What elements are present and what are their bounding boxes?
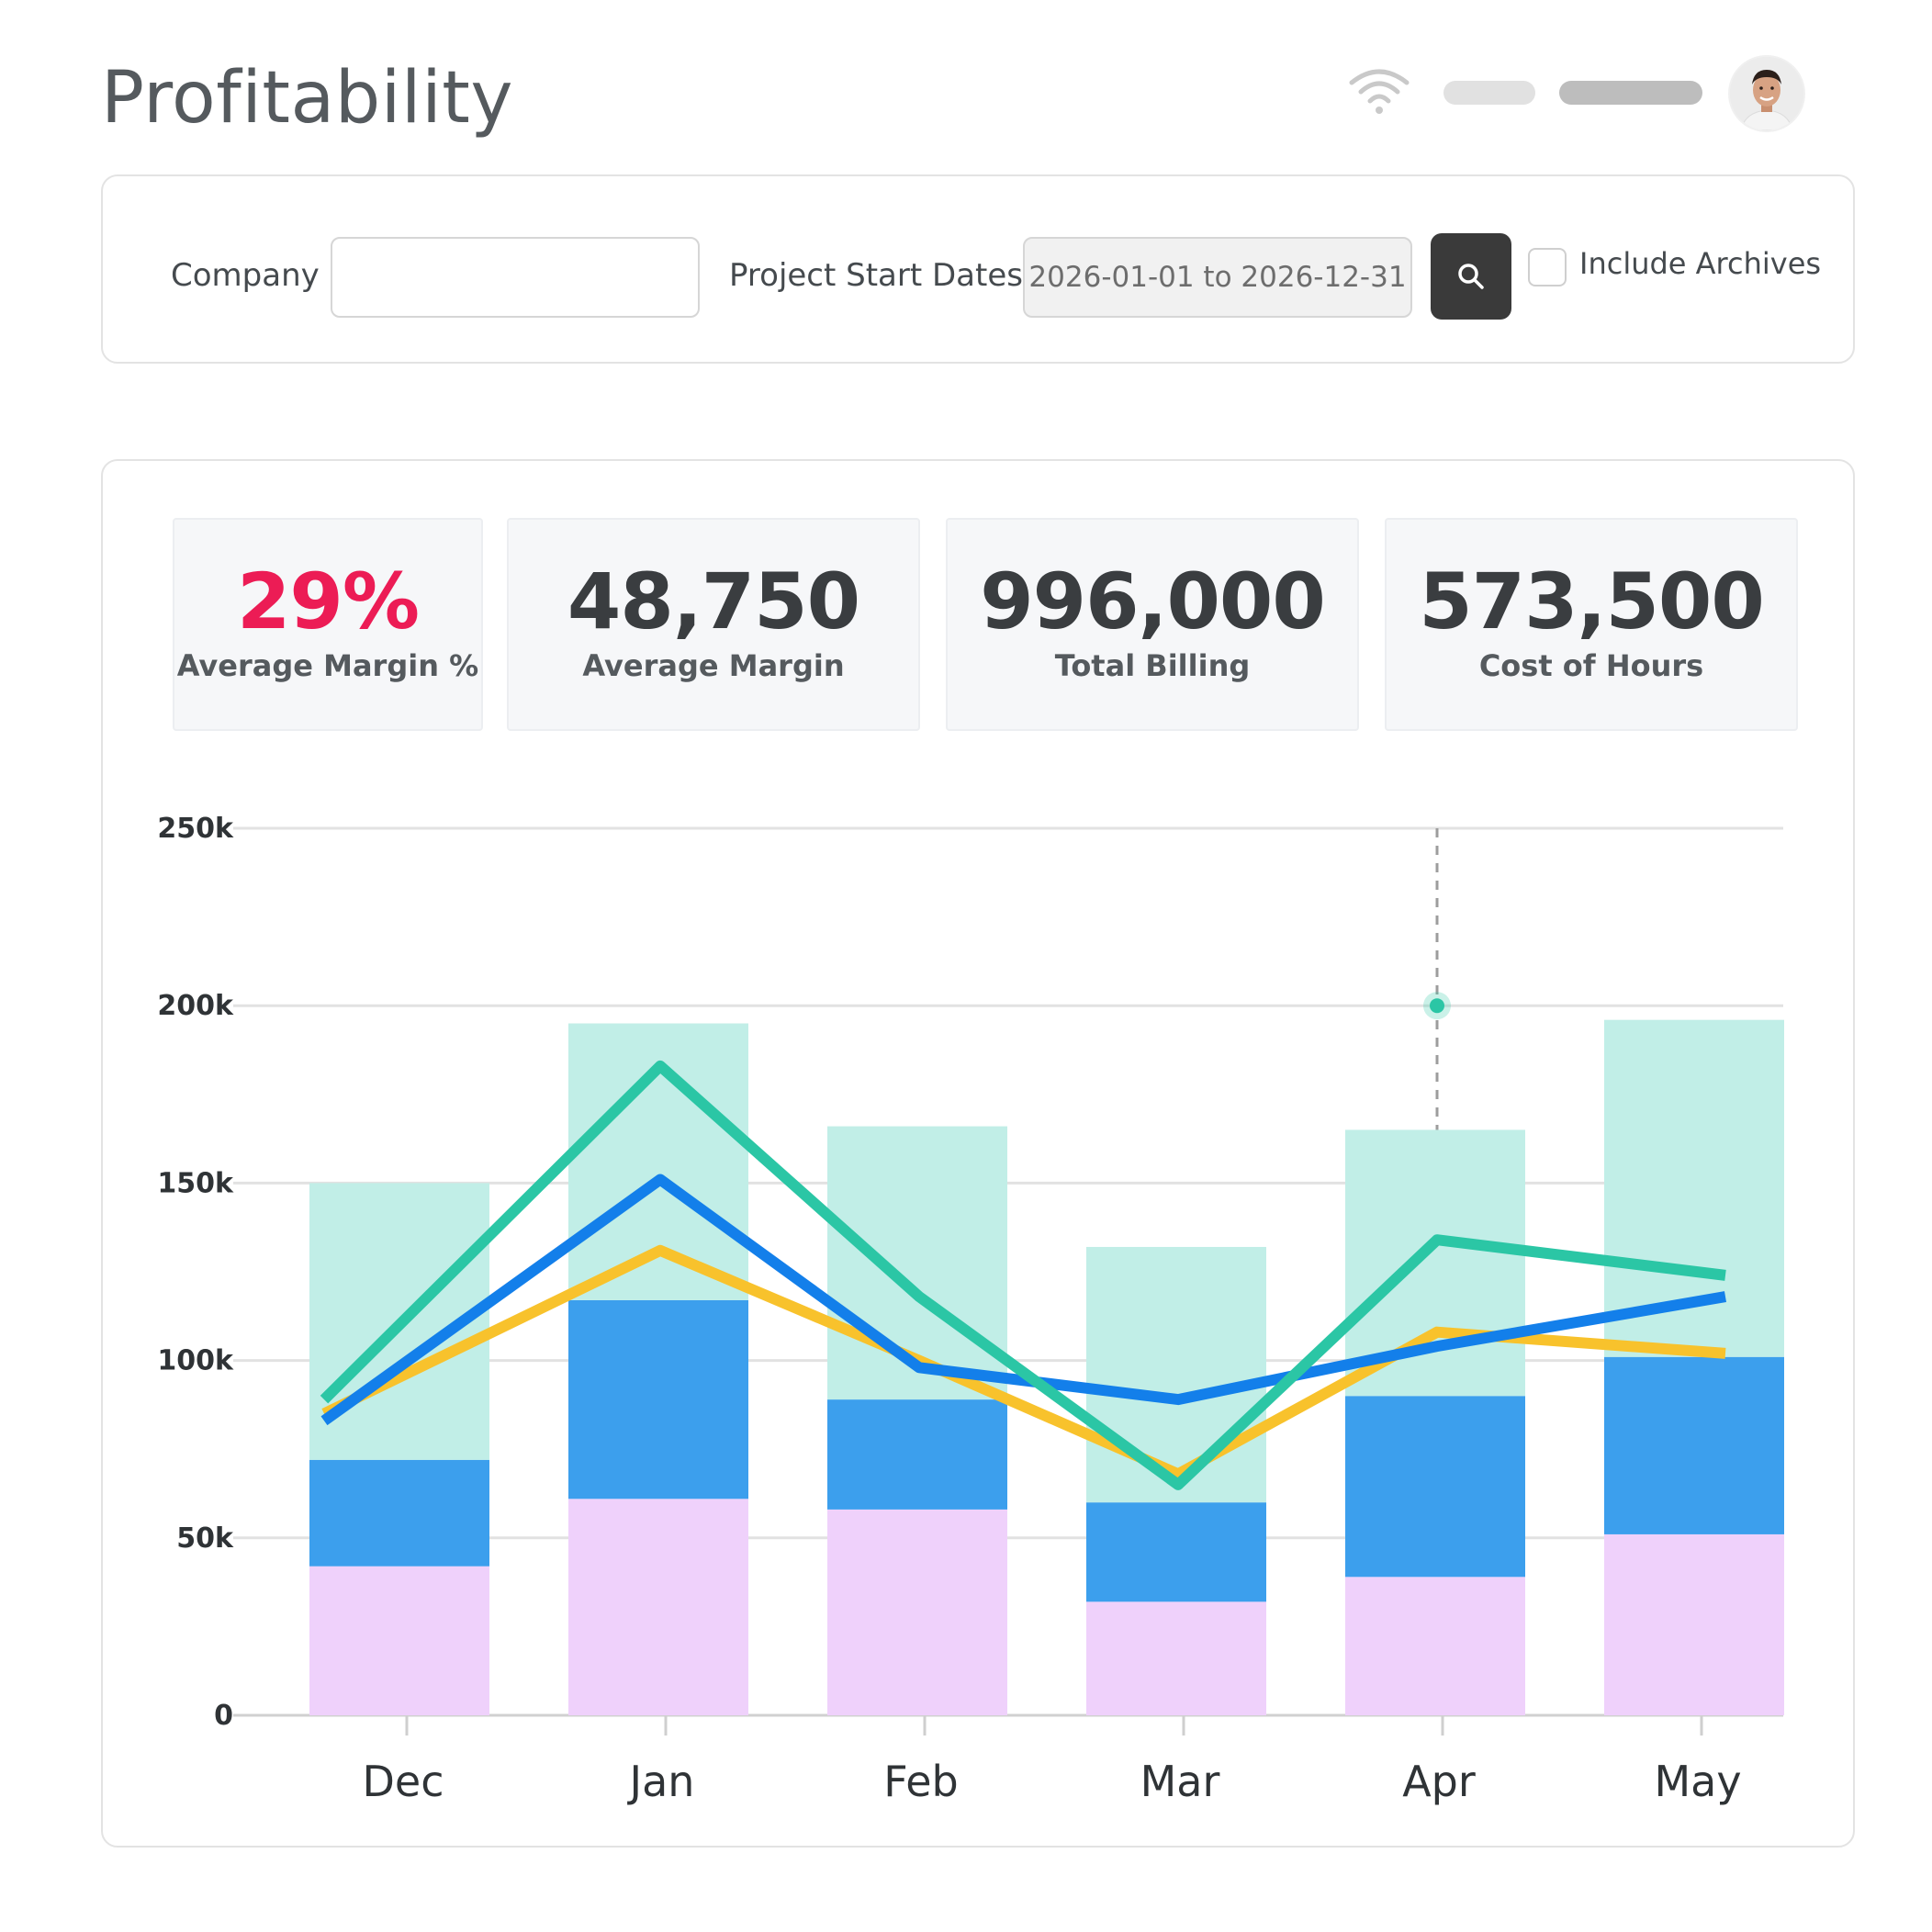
kpi-value: 996,000 xyxy=(980,556,1326,646)
x-category-label: Apr xyxy=(1402,1757,1476,1806)
y-tick-label: 50k xyxy=(176,1522,234,1555)
x-category-label: Feb xyxy=(883,1757,958,1806)
filter-panel: Company Project Start Dates 2026-01-01 t… xyxy=(101,174,1855,364)
kpi-label: Average Margin % xyxy=(176,648,479,683)
kpi-label: Total Billing xyxy=(1054,648,1251,683)
bar-segment xyxy=(827,1399,1007,1510)
search-button[interactable] xyxy=(1431,233,1511,320)
kpi-value: 29% xyxy=(236,556,420,646)
bar-segment xyxy=(1604,1356,1784,1534)
bar-segment xyxy=(309,1566,489,1715)
company-label: Company xyxy=(171,257,320,294)
project-start-dates-label: Project Start Dates xyxy=(729,257,1023,294)
top-toolbar xyxy=(1346,51,1860,134)
kpi-average-margin: 48,750 Average Margin xyxy=(507,518,920,731)
hover-marker-point xyxy=(1430,998,1444,1014)
date-range-input[interactable]: 2026-01-01 to 2026-12-31 xyxy=(1023,237,1412,318)
bar-segment xyxy=(1604,1533,1784,1715)
user-avatar-icon xyxy=(1730,57,1803,130)
bar-segment xyxy=(568,1299,748,1500)
x-category-label: Jan xyxy=(627,1757,695,1806)
avatar[interactable] xyxy=(1728,55,1805,132)
kpi-label: Cost of Hours xyxy=(1478,648,1704,683)
kpi-total-billing: 996,000 Total Billing xyxy=(946,518,1359,731)
bar-segment xyxy=(1086,1502,1266,1602)
bar-segment xyxy=(568,1499,748,1715)
x-category-label: Dec xyxy=(362,1757,444,1806)
bar-segment xyxy=(309,1459,489,1567)
line-series xyxy=(320,1060,1726,1490)
bar-segment xyxy=(1086,1246,1266,1503)
y-tick-label: 150k xyxy=(157,1167,234,1199)
x-category-label: Mar xyxy=(1140,1757,1220,1806)
page-title: Profitability xyxy=(101,57,514,140)
y-tick-label: 200k xyxy=(157,990,234,1022)
kpi-average-margin-percent: 29% Average Margin % xyxy=(173,518,483,731)
bar-segment xyxy=(1345,1577,1525,1715)
status-pill-long xyxy=(1559,81,1702,105)
bar-segment xyxy=(1086,1601,1266,1715)
kpi-cost-of-hours: 573,500 Cost of Hours xyxy=(1385,518,1798,731)
status-pill xyxy=(1443,81,1535,105)
y-tick-label: 250k xyxy=(157,813,234,845)
include-archives-label: Include Archives xyxy=(1579,246,1822,281)
kpi-value: 48,750 xyxy=(567,556,860,646)
bar-segment xyxy=(827,1509,1007,1715)
bar-segment xyxy=(1345,1396,1525,1578)
line-series xyxy=(320,1174,1727,1426)
wifi-icon xyxy=(1349,69,1410,114)
profitability-chart: 0 50k 100k 150k 200k 250k Dec Jan Feb Mar Apr May xyxy=(157,813,1784,1806)
company-input[interactable] xyxy=(331,237,700,318)
x-category-label: May xyxy=(1654,1757,1741,1806)
kpi-label: Average Margin xyxy=(582,648,845,683)
y-tick-label: 100k xyxy=(157,1345,234,1377)
profitability-panel: 29% Average Margin % 48,750 Average Marg… xyxy=(101,459,1855,1848)
include-archives-checkbox[interactable] xyxy=(1528,248,1567,286)
kpi-value: 573,500 xyxy=(1419,556,1765,646)
search-icon xyxy=(1458,264,1484,289)
y-tick-label: 0 xyxy=(214,1700,233,1732)
